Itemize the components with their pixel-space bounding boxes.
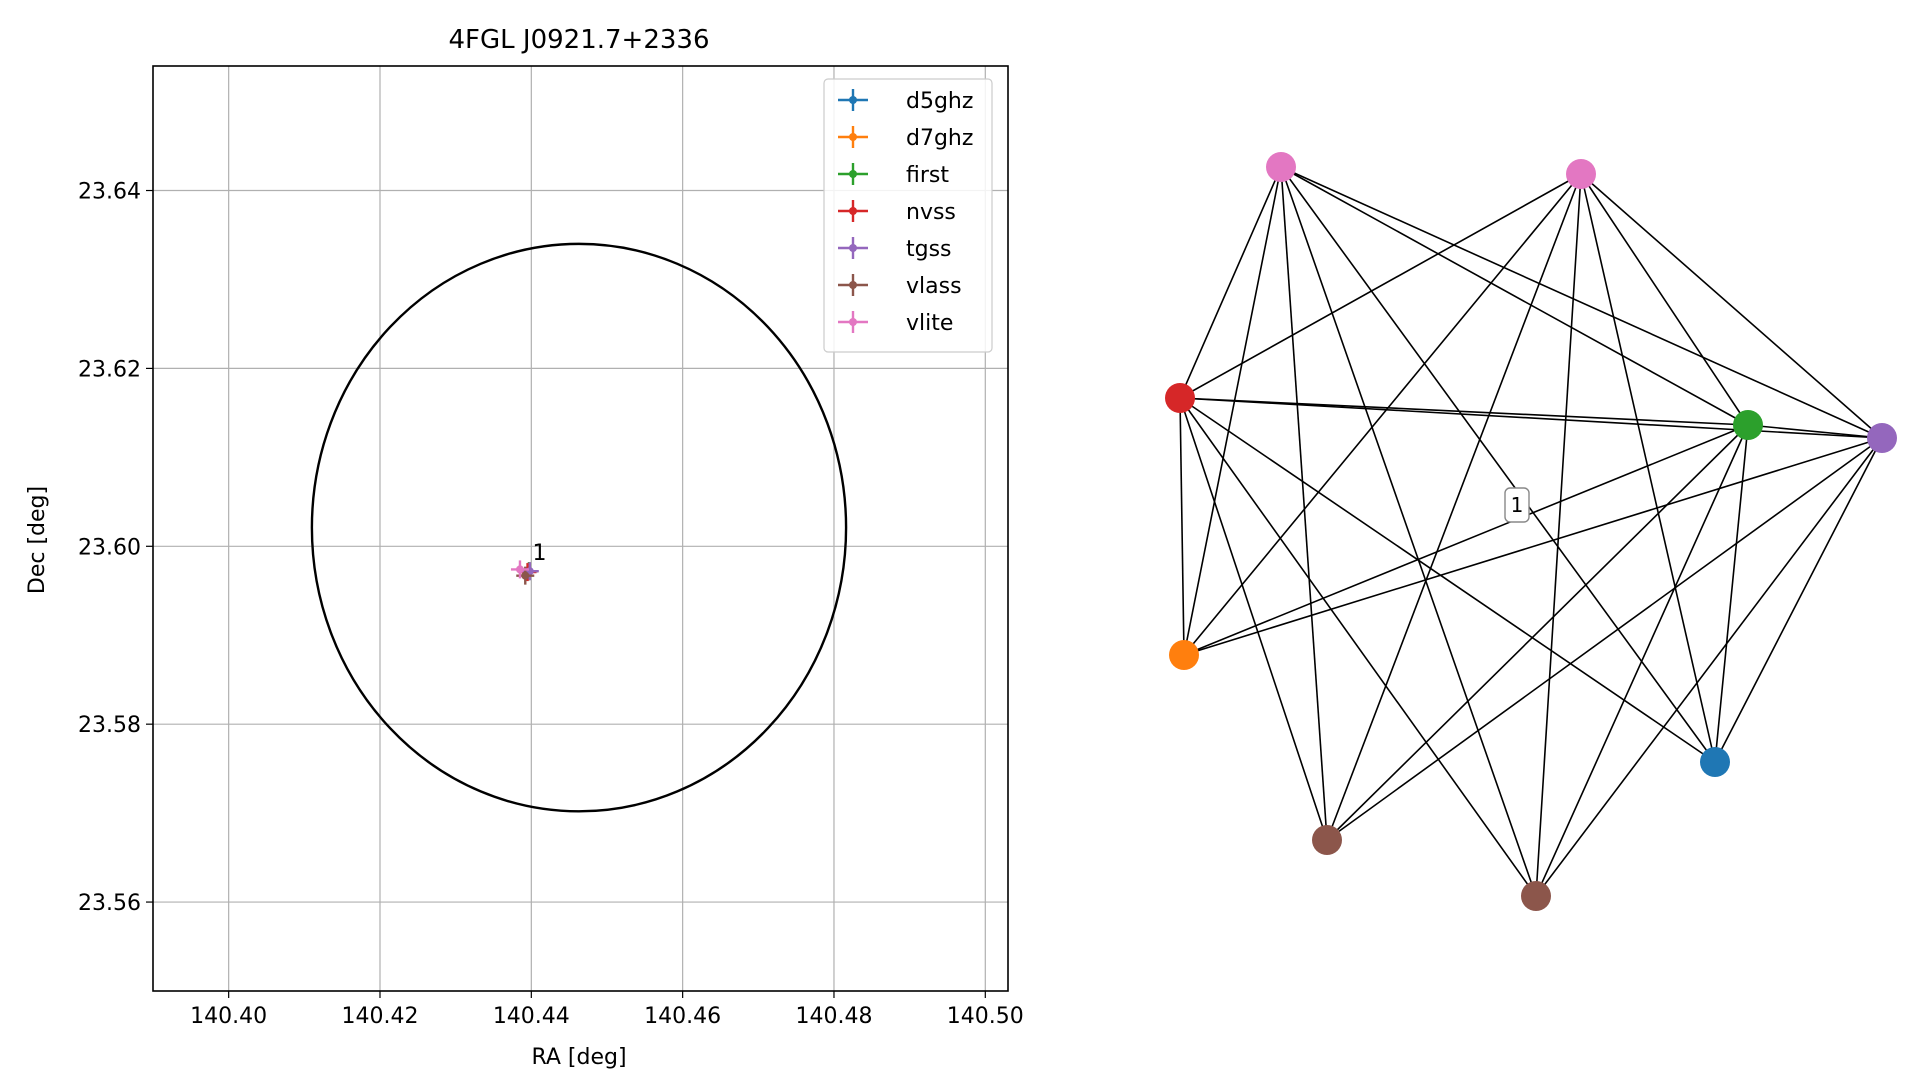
graph-edges xyxy=(1179,166,1883,897)
graph-edge xyxy=(1714,424,1749,763)
graph-node-first xyxy=(1733,410,1763,440)
graph-node-tgss xyxy=(1867,423,1897,453)
legend-label: first xyxy=(906,163,949,188)
network-graph: 1 xyxy=(1165,152,1897,911)
graph-edge xyxy=(1580,173,1883,439)
legend-label: nvss xyxy=(906,200,956,225)
graph-edge xyxy=(1179,397,1537,897)
x-tick-label: 140.44 xyxy=(493,1004,570,1029)
graph-node-d5ghz xyxy=(1700,747,1730,777)
graph-edge xyxy=(1179,397,1185,656)
graph-node-d7ghz xyxy=(1169,640,1199,670)
edge-label-box xyxy=(1504,487,1530,523)
x-tick-label: 140.42 xyxy=(341,1004,418,1029)
graph-edge xyxy=(1183,166,1282,656)
graph-edge xyxy=(1580,173,1716,763)
error-ellipse xyxy=(310,242,848,813)
graph-edge xyxy=(1280,166,1537,897)
graph-edge xyxy=(1183,437,1883,656)
legend-label: d7ghz xyxy=(906,126,973,151)
graph-edge xyxy=(1326,173,1582,841)
point-annotation: 1 xyxy=(533,541,547,566)
graph-edge xyxy=(1535,424,1749,897)
x-tick-label: 140.40 xyxy=(190,1004,267,1029)
graph-edge xyxy=(1183,424,1749,656)
y-tick-label: 23.56 xyxy=(78,891,141,916)
legend-entry-first: first xyxy=(838,163,949,188)
legend-entry-vlass: vlass xyxy=(838,274,962,299)
graph-edge xyxy=(1280,166,1883,439)
graph-edge xyxy=(1179,397,1749,426)
data-points: 1 xyxy=(510,541,547,585)
chart-title: 4FGL J0921.7+2336 xyxy=(449,25,710,55)
legend-entry-d7ghz: d7ghz xyxy=(838,126,973,151)
x-tick-label: 140.48 xyxy=(795,1004,872,1029)
legend-label: d5ghz xyxy=(906,89,973,114)
legend-box xyxy=(823,78,993,353)
legend-entry-vlite: vlite xyxy=(838,311,953,336)
graph-edge xyxy=(1714,437,1883,763)
legend-label: vlite xyxy=(906,311,953,336)
graph-node-vlass_a xyxy=(1312,825,1342,855)
graph-edge xyxy=(1183,173,1582,656)
data-point-vlite xyxy=(510,560,529,579)
graph-nodes xyxy=(1165,152,1897,911)
x-tick-label: 140.46 xyxy=(644,1004,721,1029)
y-tick-label: 23.60 xyxy=(78,535,141,560)
graph-edge xyxy=(1535,437,1883,897)
legend-entry-tgss: tgss xyxy=(838,237,952,262)
plot-frame xyxy=(152,65,1009,992)
x-axis-label: RA [deg] xyxy=(531,1045,626,1070)
legend-label: tgss xyxy=(906,237,952,262)
graph-edge-label: 1 xyxy=(1504,487,1530,523)
y-tick-label: 23.64 xyxy=(78,180,141,205)
legend-entry-d5ghz: d5ghz xyxy=(838,89,973,114)
legend: d5ghz d7ghz first nvss tgss vlass vlite xyxy=(823,78,993,353)
legend-label: vlass xyxy=(906,274,962,299)
axis-ticks: 140.40 140.42 140.44 140.46 140.48 140.50 23.5… xyxy=(78,180,1024,1029)
y-tick-label: 23.58 xyxy=(78,713,141,738)
graph-node-vlass_b xyxy=(1521,881,1551,911)
graph-node-nvss xyxy=(1165,383,1195,413)
graph-edge xyxy=(1580,173,1749,426)
graph-edge xyxy=(1280,166,1328,841)
graph-edge xyxy=(1280,166,1716,763)
uncertainty-ellipse xyxy=(310,242,848,813)
graph-node-vlite_b xyxy=(1566,159,1596,189)
graph-edge xyxy=(1326,437,1883,841)
graph-edge xyxy=(1326,424,1749,841)
y-tick-label: 23.62 xyxy=(78,357,141,382)
scatter-chart: 1 140.40 140.42 140.44 140.46 140.48 140.50 23… xyxy=(25,25,1024,1070)
graph-edge xyxy=(1179,166,1282,399)
graph-edge xyxy=(1179,397,1883,439)
graph-node-vlite_a xyxy=(1266,152,1296,182)
graph-edge xyxy=(1179,173,1582,399)
x-tick-label: 140.50 xyxy=(947,1004,1024,1029)
y-axis-label: Dec [deg] xyxy=(25,486,50,594)
graph-edge xyxy=(1179,397,1716,763)
graph-edge xyxy=(1280,166,1749,426)
edge-label-text: 1 xyxy=(1511,493,1524,517)
graph-edge xyxy=(1535,173,1582,897)
legend-entry-nvss: nvss xyxy=(838,200,956,225)
graph-edge xyxy=(1747,424,1883,439)
graph-edge xyxy=(1179,397,1328,841)
